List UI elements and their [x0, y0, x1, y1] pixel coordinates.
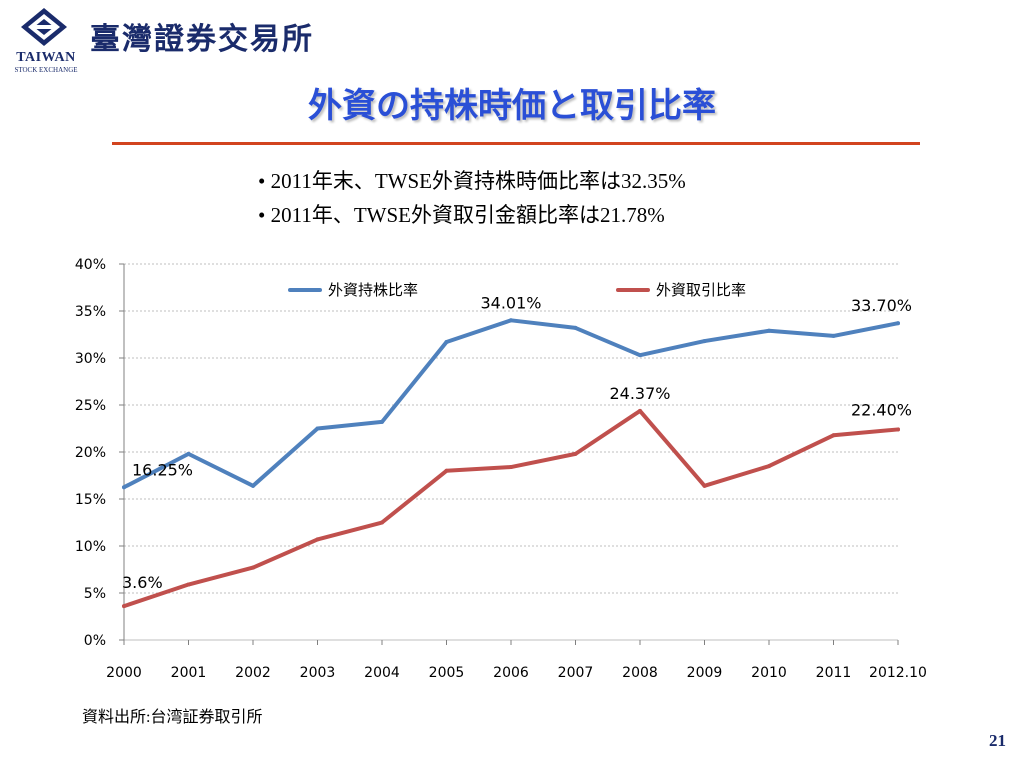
series-1-point: [122, 485, 126, 490]
brand-name-cn: 臺灣證券交易所: [90, 22, 314, 57]
series-1-point: [767, 328, 771, 333]
series-2-point: [251, 565, 255, 570]
series-1-point: [380, 419, 384, 424]
y-tick-label: 20%: [75, 445, 106, 461]
y-tick-label: 0%: [84, 633, 106, 649]
x-tick-label: 2009: [687, 665, 723, 681]
x-tick-label: 2000: [106, 665, 142, 681]
y-tick-label: 15%: [75, 492, 106, 508]
data-label: 16.25%: [132, 460, 193, 479]
x-tick-label: 2007: [558, 665, 594, 681]
x-tick-label: 2004: [364, 665, 400, 681]
x-tick-label: 2010: [751, 665, 787, 681]
series-2-point: [767, 464, 771, 469]
logo-sub-text: STOCK EXCHANGE: [14, 66, 78, 74]
series-1-point: [638, 353, 642, 358]
bullet-list: • 2011年末、TWSE外資持株時価比率は32.35% • 2011年、TWS…: [258, 164, 686, 232]
series-1-point: [509, 318, 513, 323]
series-1-point: [702, 339, 707, 344]
series-1-point: [186, 451, 191, 456]
x-tick-label: 2001: [171, 665, 207, 681]
y-tick-label: 35%: [75, 304, 106, 320]
logo-en-text: TAIWAN: [16, 50, 76, 65]
x-tick-label: 2002: [235, 665, 271, 681]
series-1-point: [896, 321, 900, 326]
y-tick-label: 5%: [84, 586, 106, 602]
x-tick-label: 2011: [816, 665, 852, 681]
x-tick-label: 2008: [622, 665, 658, 681]
series-2-point: [638, 408, 642, 413]
data-label: 3.6%: [122, 573, 163, 592]
y-tick-label: 30%: [75, 351, 106, 367]
page-number: 21: [989, 731, 1006, 750]
series-1-point: [831, 333, 836, 338]
series-2-point: [573, 451, 578, 456]
x-tick-label: 2003: [300, 665, 336, 681]
y-tick-label: 25%: [75, 398, 106, 414]
series-2-point: [186, 582, 191, 587]
x-tick-label: 2012.10: [869, 665, 927, 681]
slide-title: 外資の持株時価と取引比率: [308, 86, 716, 126]
twse-emblem-icon: [21, 8, 67, 46]
y-tick-label: 10%: [75, 539, 106, 555]
series-1-point: [315, 426, 320, 431]
bullet-item: • 2011年末、TWSE外資持株時価比率は32.35%: [258, 169, 686, 193]
bullet-item: • 2011年、TWSE外資取引金額比率は21.78%: [258, 203, 665, 227]
series-2-point: [380, 520, 384, 525]
series-2-point: [702, 483, 707, 488]
series-2-point: [896, 427, 900, 432]
legend-label-2: 外資取引比率: [656, 281, 746, 299]
x-tick-label: 2006: [493, 665, 529, 681]
series-2-point: [122, 604, 126, 609]
title-divider: [112, 142, 920, 145]
line-chart: 0% 5% 10% 15% 20% 25% 30% 35% 40% 2000 2001 2002 200…: [75, 257, 927, 681]
legend-label-1: 外資持株比率: [328, 281, 418, 299]
series-1-point: [573, 325, 578, 330]
data-label: 24.37%: [609, 384, 670, 403]
y-tick-label: 40%: [75, 257, 106, 273]
series-2-point: [509, 465, 513, 470]
data-label: 33.70%: [851, 296, 912, 315]
data-label: 34.01%: [480, 293, 541, 312]
series-line-1: [122, 318, 900, 490]
series-2-point: [831, 433, 836, 438]
x-tick-label: 2005: [429, 665, 465, 681]
series-line-2: [122, 408, 900, 609]
series-1-point: [251, 483, 255, 488]
twse-logo: TAIWAN STOCK EXCHANGE: [6, 6, 82, 74]
series-2-point: [444, 468, 449, 473]
series-1-point: [444, 340, 449, 345]
series-2-point: [315, 537, 320, 542]
data-label: 22.40%: [851, 400, 912, 419]
source-note: 資料出所:台湾証券取引所: [82, 709, 263, 726]
